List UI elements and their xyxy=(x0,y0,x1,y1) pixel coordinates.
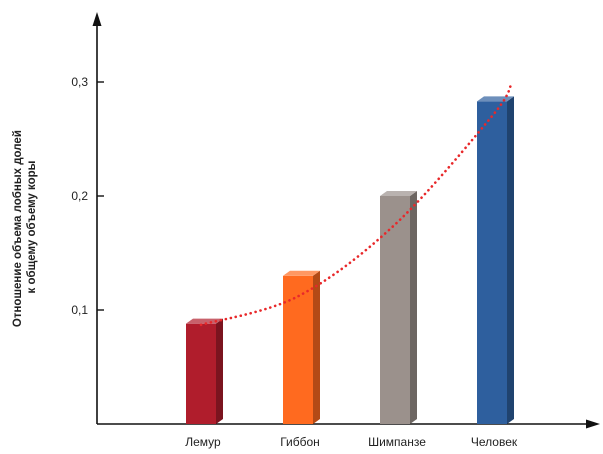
x-axis-arrow xyxy=(586,419,600,429)
bar-top xyxy=(283,270,320,276)
bar-side xyxy=(410,191,417,424)
bar-front xyxy=(186,323,216,424)
trend-line xyxy=(199,82,513,327)
category-label-4: Человек xyxy=(471,435,518,449)
bar-side xyxy=(216,318,223,424)
bar-side xyxy=(313,270,320,424)
y-axis-arrow xyxy=(92,12,102,26)
y-axis-label: Отношение объема лобных долей к общему о… xyxy=(12,127,38,327)
bar-3 xyxy=(380,191,417,424)
bar-front xyxy=(283,275,313,424)
category-label-3: Шимпанзе xyxy=(368,435,426,449)
category-label-2: Гиббон xyxy=(280,435,320,449)
y-tick-label-1: 0,1 xyxy=(71,303,88,317)
bar-side xyxy=(507,96,514,424)
bar-4 xyxy=(477,96,514,424)
y-axis-label-line-2: к общему объему коры xyxy=(26,160,38,293)
axes xyxy=(92,12,600,429)
bar-2 xyxy=(283,270,320,424)
bar-1 xyxy=(186,318,223,424)
y-tick-label-3: 0,3 xyxy=(71,75,88,89)
bar-top xyxy=(186,318,223,324)
y-axis-label-line-1: Отношение объема лобных долей xyxy=(12,130,24,327)
category-label-1: Лемур xyxy=(185,435,221,449)
y-tick-label-2: 0,2 xyxy=(71,189,88,203)
bar-front xyxy=(380,196,410,424)
bar-top xyxy=(380,191,417,196)
bar-front xyxy=(477,101,507,424)
